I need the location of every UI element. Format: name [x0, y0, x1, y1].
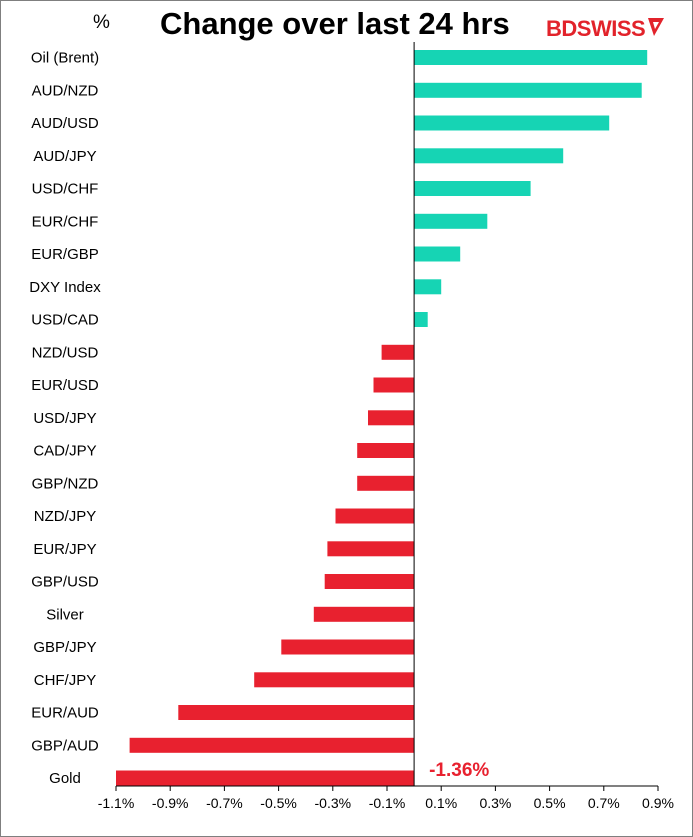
- logo-text-swiss: SWISS: [576, 16, 646, 41]
- bar-aud-usd: [414, 115, 610, 131]
- category-label: NZD/JPY: [34, 508, 97, 525]
- bar-silver: [313, 606, 415, 622]
- category-label: GBP/USD: [31, 574, 99, 591]
- category-label: AUD/USD: [31, 115, 99, 132]
- category-label: EUR/AUD: [31, 705, 99, 722]
- chart-title: Change over last 24 hrs: [160, 6, 510, 41]
- category-label: CAD/JPY: [33, 443, 96, 460]
- bar-gbp-nzd: [357, 475, 415, 491]
- category-label: Silver: [46, 606, 84, 623]
- bar-eur-gbp: [414, 246, 461, 262]
- x-tick-label: 0.3%: [479, 795, 511, 811]
- logo-text-bd: BD: [546, 16, 577, 41]
- x-tick-label: -0.5%: [260, 795, 297, 811]
- bar-gold: [116, 770, 415, 786]
- x-tick-label: 0.9%: [642, 795, 674, 811]
- x-tick-label: -1.1%: [98, 795, 135, 811]
- x-tick-label: 0.7%: [588, 795, 620, 811]
- category-label: EUR/JPY: [33, 541, 96, 558]
- category-label: DXY Index: [29, 279, 101, 296]
- x-tick-label: -0.1%: [369, 795, 406, 811]
- bar-aud-jpy: [414, 148, 564, 164]
- x-tick-label: -0.7%: [206, 795, 243, 811]
- category-label: GBP/AUD: [31, 737, 99, 754]
- bar-eur-chf: [414, 213, 488, 229]
- bar-chf-jpy: [254, 672, 415, 688]
- category-label: USD/CAD: [31, 312, 99, 329]
- bar-aud-nzd: [414, 82, 642, 98]
- bar-eur-usd: [373, 377, 415, 393]
- category-label: EUR/USD: [31, 377, 99, 394]
- bar-nzd-usd: [381, 344, 415, 360]
- logo-arrow-icon: [648, 18, 665, 36]
- bar-cad-jpy: [357, 443, 415, 458]
- category-label: Gold: [49, 770, 81, 787]
- category-label: GBP/NZD: [32, 475, 99, 492]
- gold-value-annotation: -1.36%: [429, 760, 489, 781]
- category-label: USD/JPY: [33, 410, 96, 427]
- category-label: AUD/NZD: [32, 82, 99, 99]
- category-label: EUR/GBP: [31, 246, 99, 263]
- bar-dxy-index: [414, 279, 442, 295]
- bar-gbp-jpy: [281, 639, 415, 655]
- x-tick-label: 0.5%: [534, 795, 566, 811]
- x-tick-label: -0.9%: [152, 795, 189, 811]
- bdswiss-logo: BDSWISS: [546, 16, 665, 44]
- bar-nzd-jpy: [335, 508, 415, 524]
- bar-usd-jpy: [368, 410, 415, 426]
- category-label: USD/CHF: [32, 181, 99, 198]
- bar-gbp-aud: [129, 737, 415, 753]
- category-label: NZD/USD: [32, 344, 99, 361]
- category-label: AUD/JPY: [33, 148, 96, 165]
- category-label: CHF/JPY: [34, 672, 97, 689]
- bar-eur-jpy: [327, 541, 415, 557]
- category-label: GBP/JPY: [33, 639, 96, 656]
- bar-usd-cad: [414, 312, 428, 327]
- x-tick-label: 0.1%: [425, 795, 457, 811]
- bar-usd-chf: [414, 181, 531, 196]
- bar-oil-brent: [414, 50, 648, 65]
- bar-eur-aud: [178, 705, 415, 720]
- x-tick-label: -0.3%: [315, 795, 352, 811]
- category-label: EUR/CHF: [32, 213, 99, 230]
- category-label: Oil (Brent): [31, 50, 99, 67]
- bar-gbp-usd: [324, 574, 415, 589]
- y-axis-unit: %: [93, 12, 110, 33]
